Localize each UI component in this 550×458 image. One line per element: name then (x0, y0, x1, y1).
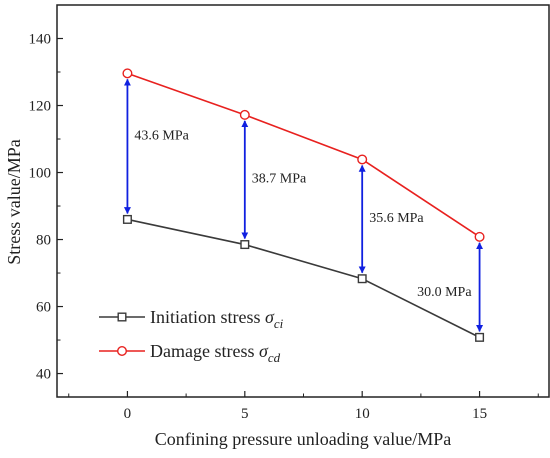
data-point (122, 214, 132, 224)
legend-label: Damage stress σcd (150, 341, 281, 365)
y-tick-label: 40 (36, 367, 51, 383)
axes: 0 5 10 15 40 60 80 100 120 140 (29, 4, 550, 422)
legend-label: Initiation stress σci (150, 307, 284, 331)
legend-marker (117, 312, 127, 322)
difference-label: 43.6 MPa (134, 128, 189, 143)
difference-arrows: 43.6 MPa 38.7 MPa 35.6 MPa 30.0 MPa (123, 78, 484, 333)
y-tick-label: 80 (36, 233, 51, 249)
x-axis-title: Confining pressure unloading value/MPa (155, 429, 451, 449)
data-point (475, 332, 485, 342)
data-point (239, 109, 250, 120)
data-point (357, 154, 368, 165)
y-tick-label: 60 (36, 300, 51, 316)
series-line (127, 218, 480, 339)
difference-label: 35.6 MPa (369, 211, 424, 226)
x-tick-label: 15 (472, 406, 487, 422)
y-tick-label: 120 (29, 99, 52, 115)
y-tick-label: 140 (29, 32, 52, 48)
data-series (122, 68, 485, 342)
series-line (127, 72, 481, 238)
data-point (240, 240, 250, 250)
x-tick-label: 0 (124, 406, 132, 422)
x-tick-label: 10 (355, 406, 370, 422)
y-axis-title: Stress value/MPa (4, 139, 24, 265)
data-point (474, 231, 485, 242)
y-tick-label: 100 (29, 166, 52, 182)
difference-label: 30.0 MPa (417, 285, 472, 300)
x-tick-label: 5 (241, 406, 249, 422)
difference-label: 38.7 MPa (252, 172, 307, 187)
data-point (122, 68, 133, 79)
legend: Initiation stress σci Damage stress σcd (99, 307, 284, 365)
legend-marker (116, 346, 127, 357)
data-point (357, 274, 367, 284)
